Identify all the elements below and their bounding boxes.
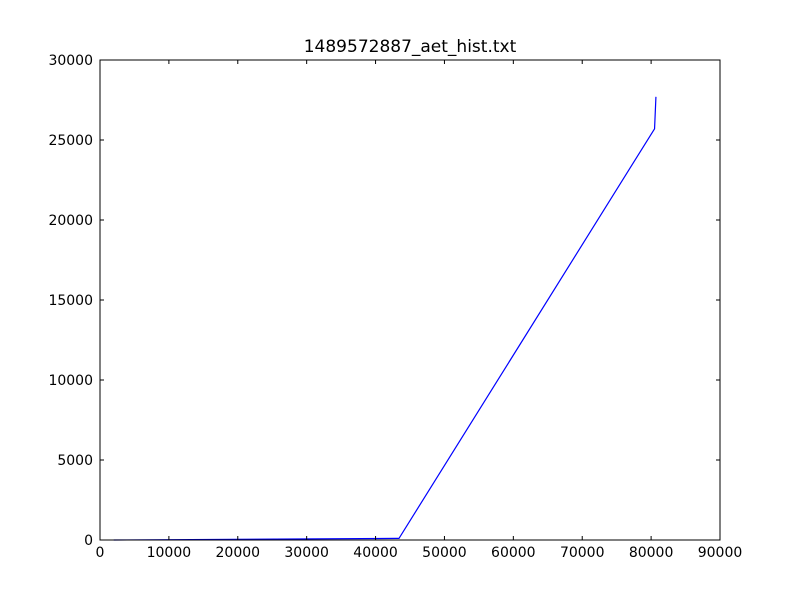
x-tick-label: 20000 xyxy=(216,545,261,561)
y-tick-label: 10000 xyxy=(48,373,93,389)
x-tick-label: 60000 xyxy=(491,545,536,561)
x-tick-label: 40000 xyxy=(353,545,398,561)
y-tick-label: 30000 xyxy=(48,53,93,69)
chart-title: 1489572887_aet_hist.txt xyxy=(304,37,517,57)
x-tick-label: 50000 xyxy=(422,545,467,561)
y-tick-label: 15000 xyxy=(48,293,93,309)
x-tick-label: 90000 xyxy=(698,545,743,561)
y-tick-label: 0 xyxy=(84,533,93,549)
x-tick-label: 70000 xyxy=(560,545,605,561)
x-tick-label: 10000 xyxy=(147,545,192,561)
x-tick-label: 80000 xyxy=(629,545,674,561)
y-tick-label: 20000 xyxy=(48,213,93,229)
y-tick-label: 25000 xyxy=(48,133,93,149)
series-line-0 xyxy=(113,96,657,541)
x-tick-label: 0 xyxy=(96,545,105,561)
y-tick-label: 5000 xyxy=(57,453,93,469)
plot-area: 0 10000 20000 30000 40000 50000 60000 70000 8000… xyxy=(48,53,742,561)
x-tick-label: 30000 xyxy=(284,545,329,561)
